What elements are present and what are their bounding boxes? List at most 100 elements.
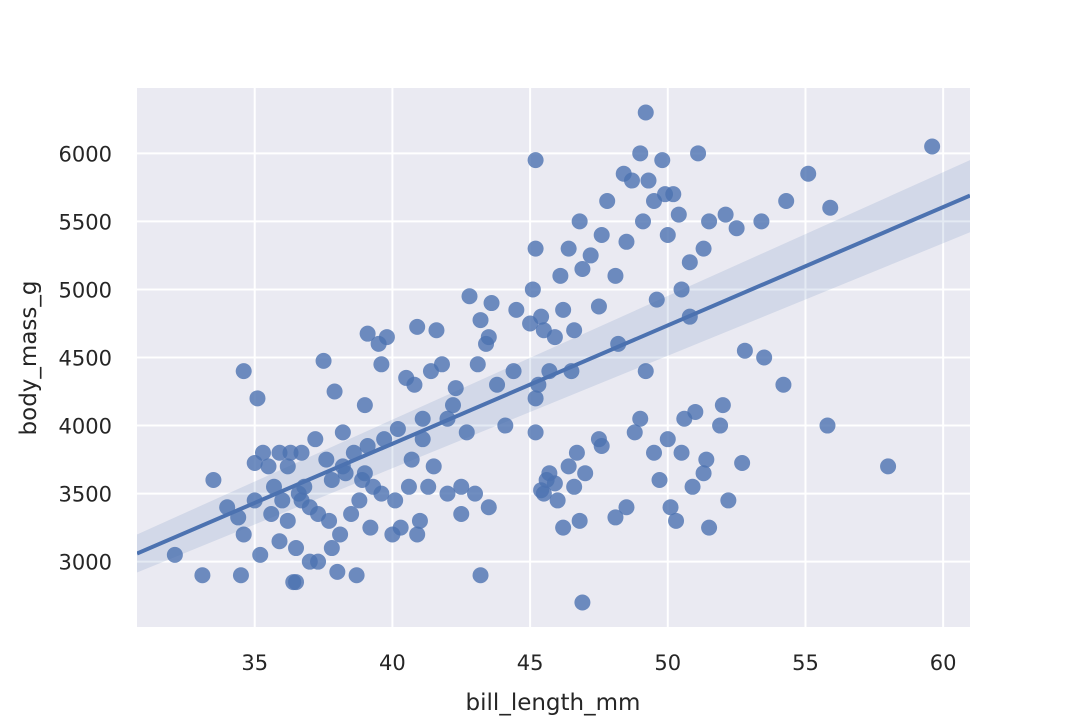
point [607, 509, 624, 526]
x-tick-label: 60 [930, 651, 957, 675]
point [712, 417, 729, 434]
y-tick-label: 4500 [59, 347, 112, 371]
point [673, 281, 690, 298]
point [714, 397, 731, 414]
point [252, 546, 269, 563]
point [194, 567, 211, 584]
point [701, 519, 718, 536]
point [472, 567, 489, 584]
point [378, 329, 395, 346]
point [582, 247, 599, 264]
point [263, 506, 280, 523]
point [343, 506, 360, 523]
point [389, 420, 406, 437]
point [800, 165, 817, 182]
point [414, 431, 431, 448]
point [527, 240, 544, 257]
point [166, 546, 183, 563]
point [359, 325, 376, 342]
point [577, 465, 594, 482]
point [654, 152, 671, 169]
point [332, 526, 349, 543]
point [590, 298, 607, 315]
point [406, 376, 423, 393]
point [662, 499, 679, 516]
y-tick-label: 6000 [59, 142, 112, 166]
point [279, 512, 296, 529]
point [480, 499, 497, 516]
point [254, 444, 271, 461]
point [634, 213, 651, 230]
point [736, 342, 753, 359]
point [555, 519, 572, 536]
point [632, 145, 649, 162]
point [637, 104, 654, 121]
point [695, 465, 712, 482]
point [728, 220, 745, 237]
point [535, 485, 552, 502]
point [527, 390, 544, 407]
point [687, 403, 704, 420]
point [425, 458, 442, 475]
point [646, 444, 663, 461]
point [651, 472, 668, 488]
y-axis-label: body_mass_g [16, 281, 42, 436]
point [420, 478, 437, 495]
point [232, 567, 249, 584]
point [756, 349, 773, 366]
x-tick-label: 50 [654, 651, 681, 675]
point [365, 478, 382, 495]
point [274, 492, 291, 509]
point [467, 485, 484, 502]
point [560, 240, 577, 257]
point [288, 540, 305, 557]
point [673, 444, 690, 461]
x-tick-label: 40 [379, 651, 406, 675]
x-tick-label: 45 [517, 651, 544, 675]
point [384, 526, 401, 543]
point [574, 594, 591, 611]
point [453, 478, 470, 495]
point [819, 417, 836, 434]
point [698, 451, 715, 468]
point [323, 472, 340, 488]
point [640, 172, 657, 189]
point [469, 356, 486, 373]
y-tick-label: 3500 [59, 483, 112, 507]
point [690, 145, 707, 162]
point [720, 492, 737, 509]
point [356, 397, 373, 414]
point [235, 526, 252, 543]
point [444, 397, 461, 414]
x-tick-label: 35 [241, 651, 268, 675]
point [400, 478, 417, 495]
point [428, 322, 445, 339]
point [668, 512, 685, 529]
point [205, 472, 222, 488]
x-axis-label: bill_length_mm [466, 690, 641, 716]
point [497, 417, 514, 434]
point [599, 192, 616, 209]
point [549, 492, 566, 509]
point [249, 390, 266, 407]
y-tick-label: 5500 [59, 210, 112, 234]
point [571, 512, 588, 529]
point [508, 301, 525, 318]
point [480, 329, 497, 346]
point [753, 213, 770, 230]
point [373, 356, 390, 373]
point [546, 475, 563, 492]
point [337, 465, 354, 482]
point [566, 322, 583, 339]
point [734, 454, 751, 471]
point [334, 424, 351, 441]
point [607, 267, 624, 284]
point [323, 540, 340, 557]
point [356, 465, 373, 482]
point [260, 458, 277, 475]
point [681, 254, 698, 271]
point [555, 301, 572, 318]
point [387, 492, 404, 509]
point [279, 458, 296, 475]
point [318, 451, 335, 468]
